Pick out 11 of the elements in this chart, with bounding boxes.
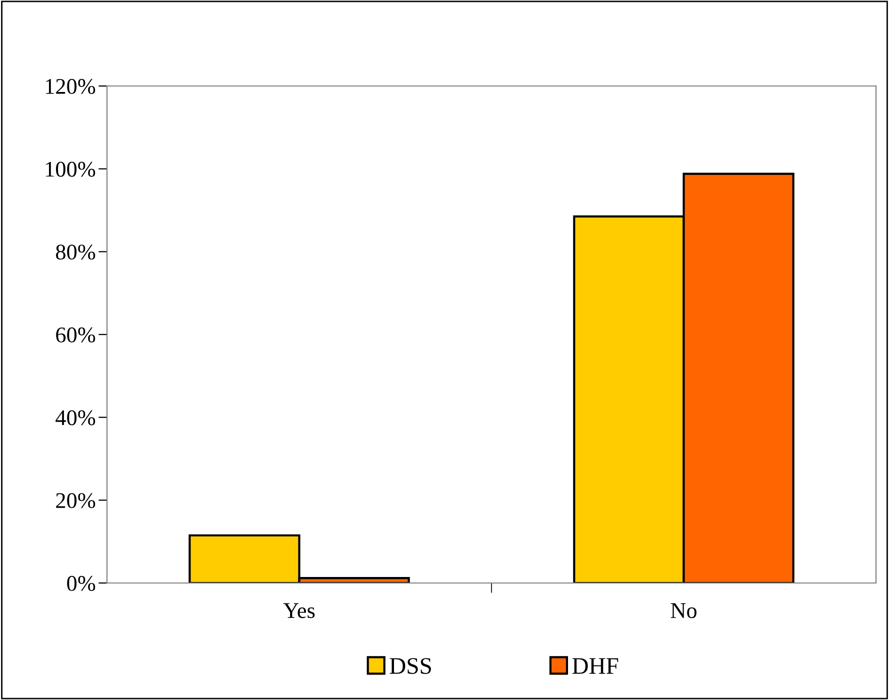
y-tick-label: 120% xyxy=(46,78,96,94)
y-tick-label: 20% xyxy=(56,493,96,508)
y-tick-label: 0% xyxy=(67,576,96,591)
y-tick-label: 100% xyxy=(46,162,96,177)
y-tick-label: 80% xyxy=(56,244,96,260)
x-tick-label: Yes xyxy=(283,603,315,618)
legend-label: DHF xyxy=(572,658,618,674)
x-tick-label: No xyxy=(670,603,696,618)
y-tick-label: 60% xyxy=(56,327,96,342)
legend-label: DSS xyxy=(390,658,431,674)
y-tick-label: 40% xyxy=(56,410,96,426)
